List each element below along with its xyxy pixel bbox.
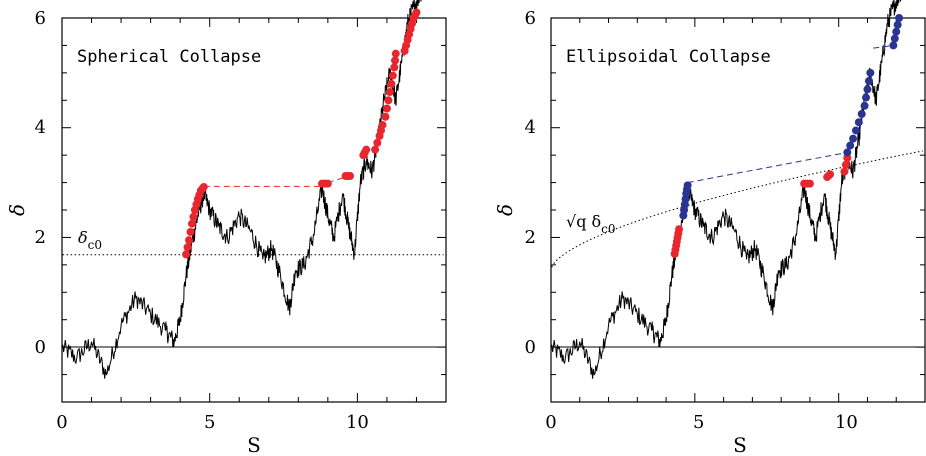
x-axis-label: S [733, 433, 747, 456]
x-tick-0: 0 [545, 412, 556, 433]
collapse-point [388, 71, 397, 80]
collapse-point [182, 250, 191, 259]
collapse-point [391, 49, 400, 58]
collapse-point [373, 138, 382, 147]
collapse-point [391, 56, 400, 65]
threshold-line [551, 150, 923, 268]
collapse-point [323, 179, 332, 188]
collapse-point [371, 145, 380, 154]
x-tick-10: 10 [346, 412, 369, 433]
collapse-point [378, 120, 387, 129]
collapse-point [849, 134, 858, 143]
collapse-point [846, 141, 855, 150]
spherical-collapse-panel: Spherical Collapse δc0 0 5 10 0 2 4 6 S … [5, 0, 447, 456]
collapse-point [189, 212, 198, 221]
collapse-point [841, 160, 850, 169]
collapse-point [889, 41, 898, 50]
collapse-point [183, 243, 192, 252]
y-tick-2: 2 [35, 227, 46, 248]
y-tick-4: 4 [525, 117, 536, 138]
collapse-point [863, 85, 872, 94]
collapse-point [864, 77, 873, 86]
y-tick-6: 6 [525, 8, 536, 29]
x-tick-0: 0 [56, 412, 67, 433]
collapse-point [199, 182, 208, 191]
collapse-point [854, 118, 863, 127]
collapse-point [851, 126, 860, 135]
y-tick-0: 0 [525, 337, 536, 358]
y-tick-4: 4 [35, 117, 46, 138]
collapse-point [185, 236, 194, 245]
collapse-point [843, 148, 852, 157]
collapse-point [385, 88, 394, 97]
collapse-point [895, 14, 904, 22]
collapse-point [860, 101, 869, 110]
collapse-plateau-line [873, 44, 894, 49]
collapse-point [390, 63, 399, 72]
collapse-point [840, 167, 849, 176]
collapse-point [384, 96, 393, 105]
collapse-point [675, 225, 684, 234]
collapse-point [826, 170, 835, 179]
collapse-point [843, 153, 852, 162]
threshold-symbol: δ [78, 228, 88, 247]
panel-title: Spherical Collapse [77, 47, 261, 67]
collapse-point [862, 93, 871, 102]
collapse-point [387, 79, 396, 88]
collapse-point [187, 219, 196, 228]
collapse-point [381, 112, 390, 121]
random-walk-line [550, 0, 902, 379]
threshold-label: δc0 [78, 228, 102, 252]
threshold-label: √q δc0 [566, 212, 616, 236]
panel-title: Ellipsoidal Collapse [566, 47, 771, 67]
collapse-point [362, 145, 371, 154]
x-tick-5: 5 [204, 412, 215, 433]
x-axis-label: S [247, 433, 261, 456]
x-tick-10: 10 [835, 412, 858, 433]
ellipsoidal-collapse-panel: Ellipsoidal Collapse √q δc0 0 5 10 0 2 4… [493, 0, 926, 456]
threshold-symbol: √q δ [566, 212, 601, 231]
y-axis-label: δ [493, 204, 517, 216]
y-axis-label: δ [5, 204, 29, 216]
collapse-point [893, 20, 902, 29]
collapse-point [186, 227, 195, 236]
collapse-point [683, 181, 692, 190]
collapse-point [890, 34, 899, 43]
collapse-point [412, 8, 421, 17]
collapse-point [866, 68, 875, 77]
y-tick-0: 0 [35, 337, 46, 358]
threshold-subscript: c0 [88, 238, 102, 252]
x-tick-5: 5 [693, 412, 704, 433]
y-tick-2: 2 [525, 227, 536, 248]
collapse-point [382, 104, 391, 113]
collapse-plateau-line [687, 151, 848, 184]
collapse-point [892, 27, 901, 36]
collapse-point [857, 110, 866, 118]
y-tick-6: 6 [35, 8, 46, 29]
threshold-subscript: c0 [601, 222, 615, 236]
collapse-point [346, 171, 354, 180]
collapse-point [805, 179, 814, 188]
